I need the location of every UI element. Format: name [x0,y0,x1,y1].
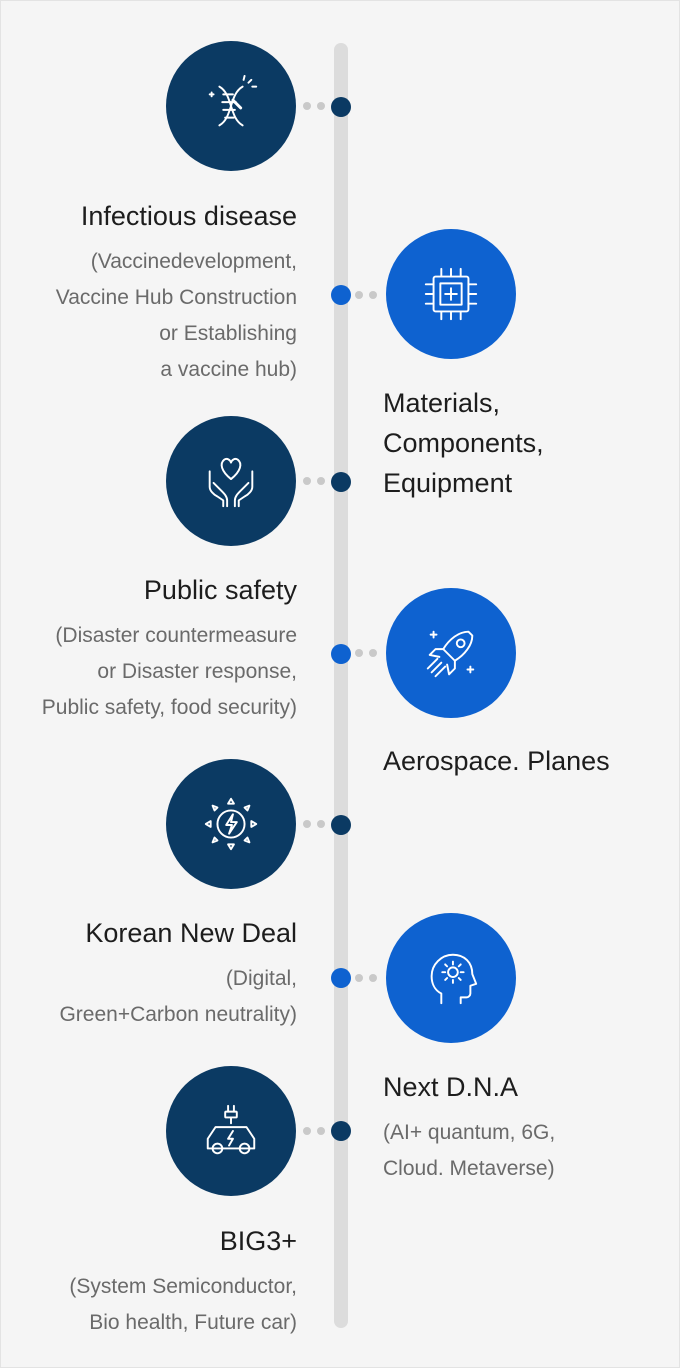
desc-line: (Vaccinedevelopment, [90,250,297,273]
item-public-safety: Public safety (Disaster countermeasure o… [1,570,297,726]
timeline-bar [334,43,348,1328]
desc-line: Vaccine Hub Construction [55,286,297,309]
timeline-dot-0 [331,97,351,117]
desc-line: (System Semiconductor, [69,1275,297,1298]
desc-next-dna: (AI+ quantum, 6G, Cloud. Metaverse) [383,1115,679,1187]
desc-line: Bio health, Future car) [89,1311,297,1334]
electric-car-icon [166,1066,296,1196]
desc-line: or Establishing [159,322,297,345]
dna-icon [166,41,296,171]
timeline-dot-5 [331,968,351,988]
desc-line: (Disaster countermeasure [55,624,297,647]
item-korean-new-deal: Korean New Deal (Digital, Green+Carbon n… [1,913,297,1033]
desc-line: Cloud. Metaverse) [383,1157,555,1180]
item-infectious-disease: Infectious disease (Vaccinedevelopment, … [1,196,297,388]
hands-heart-icon [166,416,296,546]
timeline-dot-1 [331,285,351,305]
desc-public-safety: (Disaster countermeasure or Disaster res… [1,618,297,726]
connector-6 [303,1127,329,1135]
title-public-safety: Public safety [143,575,297,605]
desc-line: or Disaster response, [97,660,297,683]
timeline-dot-4 [331,815,351,835]
desc-line: a vaccine hub) [160,358,297,381]
head-gear-icon [386,913,516,1043]
item-big3: BIG3+ (System Semiconductor, Bio health,… [1,1221,297,1341]
title-big3: BIG3+ [219,1226,297,1256]
connector-5 [355,974,381,982]
timeline-dot-2 [331,472,351,492]
desc-line: Green+Carbon neutrality) [59,1003,297,1026]
title-line: Components, [383,428,544,458]
timeline-dot-3 [331,644,351,664]
title-infectious-disease: Infectious disease [80,201,297,231]
connector-2 [303,477,329,485]
connector-4 [303,820,329,828]
rocket-icon [386,588,516,718]
connector-0 [303,102,329,110]
item-next-dna: Next D.N.A (AI+ quantum, 6G, Cloud. Meta… [383,1067,679,1187]
desc-line: (Digital, [225,967,297,990]
desc-infectious-disease: (Vaccinedevelopment, Vaccine Hub Constru… [1,244,297,388]
timeline-dot-6 [331,1121,351,1141]
title-next-dna: Next D.N.A [383,1072,519,1102]
desc-line: (AI+ quantum, 6G, [383,1121,556,1144]
connector-1 [355,291,381,299]
title-korean-new-deal: Korean New Deal [85,918,297,948]
item-aerospace: Aerospace. Planes [383,741,679,781]
sun-bolt-icon [166,759,296,889]
title-line: Materials, [383,388,501,418]
connector-3 [355,649,381,657]
title-aerospace: Aerospace. Planes [383,746,610,776]
title-line: Equipment [383,468,513,498]
chip-icon [386,229,516,359]
desc-korean-new-deal: (Digital, Green+Carbon neutrality) [1,961,297,1033]
item-materials: Materials, Components, Equipment [383,383,679,503]
desc-big3: (System Semiconductor, Bio health, Futur… [1,1269,297,1341]
title-materials: Materials, Components, Equipment [383,383,679,503]
desc-line: Public safety, food security) [41,696,297,719]
